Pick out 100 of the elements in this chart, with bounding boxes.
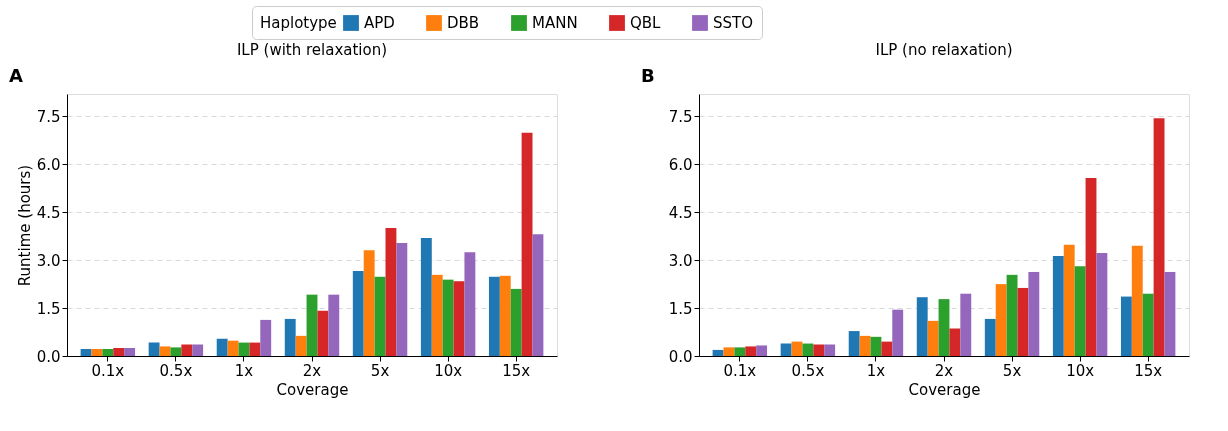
x-tick-label: 5x [370, 361, 390, 380]
bar [734, 347, 746, 356]
y-tick-label: 6.0 [668, 155, 693, 174]
bar [260, 319, 272, 356]
bar [91, 348, 103, 356]
x-tick-label: 15x [502, 361, 531, 380]
bar [802, 343, 814, 356]
bar [927, 320, 939, 356]
text: B [641, 65, 655, 86]
bar [916, 297, 928, 356]
x-tick-label: 10x [1066, 361, 1095, 380]
bar [532, 234, 544, 356]
bar [510, 288, 522, 356]
y-tick-label: 1.5 [668, 299, 693, 318]
y-tick-label: 4.5 [668, 203, 693, 222]
bar [249, 342, 261, 356]
bar [431, 274, 443, 356]
y-tick-label: 0.0 [36, 347, 61, 366]
bar [442, 279, 454, 356]
bar [170, 347, 182, 356]
x-axis-title: Coverage [276, 380, 349, 399]
x-tick-label: 0.5x [159, 361, 193, 380]
y-axis-title: Runtime (hours) [15, 164, 34, 287]
bar [1131, 245, 1143, 356]
bar [317, 310, 329, 356]
bar [102, 348, 114, 356]
y-tick-label: 3.0 [668, 251, 693, 270]
y-tick-label: 7.5 [36, 107, 61, 126]
bar [1096, 253, 1108, 356]
bar [295, 335, 307, 356]
y-tick-label: 4.5 [36, 203, 61, 222]
bar [113, 348, 125, 356]
bar [420, 238, 432, 356]
y-tick-label: 3.0 [36, 251, 61, 270]
bar [813, 344, 825, 356]
bar [859, 335, 871, 356]
bar [995, 284, 1007, 356]
bar [1085, 178, 1097, 356]
bar [488, 276, 500, 356]
x-tick-label: 0.1x [91, 361, 125, 380]
legend-label: DBB [447, 14, 480, 32]
bar [892, 309, 904, 356]
bar [881, 341, 893, 356]
bar [216, 338, 228, 356]
bar [181, 344, 193, 356]
bar [306, 294, 318, 356]
text: A [9, 65, 23, 86]
legend-label: SSTO [713, 14, 754, 32]
bar [938, 299, 950, 356]
bar [1142, 293, 1154, 356]
bar [949, 328, 961, 356]
bar [328, 294, 340, 356]
bar [756, 345, 768, 356]
bar [745, 346, 757, 356]
bar [148, 342, 160, 356]
legend-label: QBL [630, 14, 662, 32]
bar [499, 275, 511, 356]
bar [374, 276, 386, 356]
y-tick-label: 1.5 [36, 299, 61, 318]
bar [192, 344, 204, 356]
bar [1006, 274, 1018, 356]
bar [848, 331, 860, 356]
bar [723, 347, 735, 356]
legend-label: APD [364, 14, 395, 32]
chart-title: ILP (with relaxation) [236, 41, 388, 59]
x-tick-label: 2x [934, 361, 954, 380]
x-tick-label: 5x [1002, 361, 1022, 380]
chart-title: ILP (no relaxation) [875, 41, 1013, 59]
bar [80, 348, 92, 356]
bar [521, 132, 533, 356]
bar [870, 336, 882, 356]
x-tick-label: 0.1x [723, 361, 757, 380]
bar [363, 250, 375, 356]
y-tick-label: 0.0 [668, 347, 693, 366]
legend-label: MANN [532, 14, 578, 32]
bar [984, 318, 996, 356]
bar [352, 271, 364, 356]
x-tick-label: 1x [234, 361, 254, 380]
bar [780, 343, 792, 356]
x-tick-label: 2x [302, 361, 322, 380]
bar [124, 348, 136, 356]
bar [159, 346, 171, 356]
bar [1120, 296, 1132, 356]
bar [1052, 255, 1064, 356]
bar [960, 293, 972, 356]
bar [1063, 244, 1075, 356]
x-tick-label: 1x [866, 361, 886, 380]
bar [1164, 271, 1176, 356]
bar [712, 349, 724, 356]
x-tick-label: 10x [434, 361, 463, 380]
bar [385, 227, 397, 356]
bar [284, 318, 296, 356]
bar [1074, 266, 1086, 356]
legend-title: Haplotype [260, 14, 337, 32]
bar [1153, 118, 1165, 356]
y-tick-label: 7.5 [668, 107, 693, 126]
bar [1017, 287, 1029, 356]
y-tick-label: 6.0 [36, 155, 61, 174]
bar [227, 340, 239, 356]
bar [824, 344, 836, 356]
